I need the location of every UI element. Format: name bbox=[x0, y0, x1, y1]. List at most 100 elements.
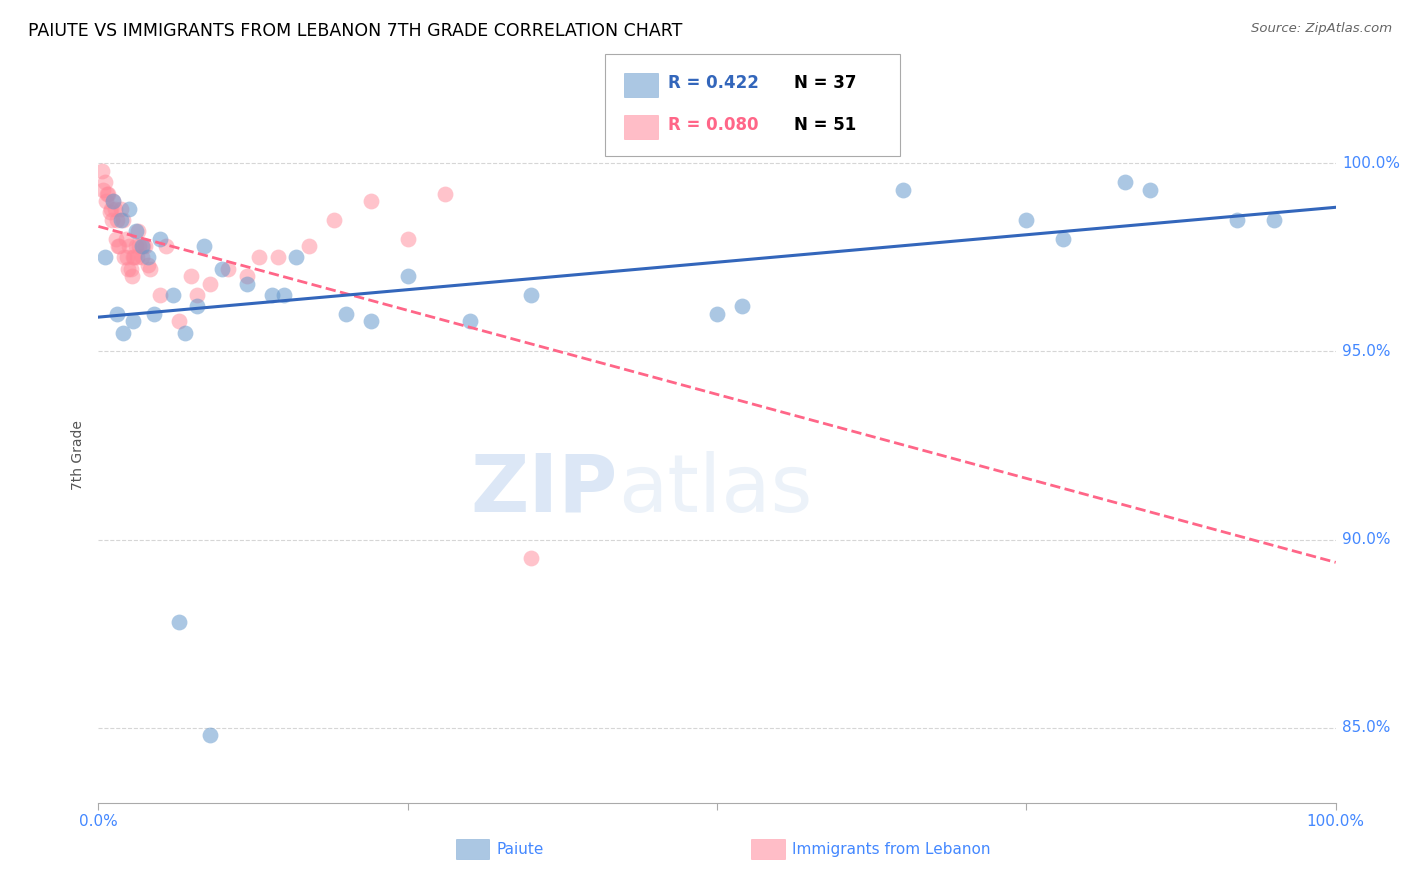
Point bbox=[1114, 175, 1136, 189]
Point bbox=[105, 212, 128, 227]
Point bbox=[94, 194, 117, 208]
Point bbox=[186, 288, 208, 302]
Point bbox=[118, 239, 141, 253]
Point bbox=[396, 232, 419, 246]
Point bbox=[167, 314, 190, 328]
Point bbox=[731, 299, 754, 313]
Point bbox=[149, 232, 172, 246]
Point bbox=[433, 186, 456, 201]
Text: Source: ZipAtlas.com: Source: ZipAtlas.com bbox=[1251, 22, 1392, 36]
Point bbox=[1139, 183, 1161, 197]
Text: R = 0.422: R = 0.422 bbox=[668, 74, 759, 92]
Point bbox=[100, 202, 122, 216]
Point bbox=[396, 269, 419, 284]
Point bbox=[101, 212, 124, 227]
Point bbox=[93, 175, 115, 189]
Text: 90.0%: 90.0% bbox=[1341, 532, 1391, 547]
Point bbox=[93, 183, 115, 197]
Point bbox=[186, 299, 208, 313]
Point bbox=[520, 288, 543, 302]
Point bbox=[247, 251, 270, 265]
Point bbox=[360, 314, 382, 328]
Text: Immigrants from Lebanon: Immigrants from Lebanon bbox=[792, 842, 990, 856]
Text: N = 51: N = 51 bbox=[794, 116, 856, 134]
Point bbox=[143, 307, 166, 321]
Point bbox=[322, 212, 344, 227]
Point bbox=[98, 205, 121, 219]
Point bbox=[520, 551, 543, 566]
Point bbox=[174, 326, 197, 340]
Point bbox=[217, 261, 239, 276]
Point bbox=[115, 251, 138, 265]
Text: 100.0%: 100.0% bbox=[1341, 156, 1400, 171]
Point bbox=[132, 239, 155, 253]
Point bbox=[122, 251, 145, 265]
Point bbox=[105, 307, 128, 321]
Point bbox=[193, 239, 215, 253]
Text: Paiute: Paiute bbox=[496, 842, 544, 856]
Point bbox=[162, 288, 184, 302]
Point bbox=[127, 224, 149, 238]
Point bbox=[335, 307, 357, 321]
Point bbox=[110, 212, 132, 227]
Point bbox=[97, 186, 120, 201]
Point bbox=[211, 261, 233, 276]
Point bbox=[131, 251, 153, 265]
Point bbox=[136, 251, 159, 265]
Point bbox=[236, 269, 259, 284]
Point bbox=[120, 261, 142, 276]
Point bbox=[1052, 232, 1074, 246]
Point bbox=[131, 239, 153, 253]
Point bbox=[298, 239, 321, 253]
Point bbox=[273, 288, 295, 302]
Point bbox=[104, 232, 127, 246]
Point bbox=[108, 239, 131, 253]
Point bbox=[124, 251, 146, 265]
Text: 85.0%: 85.0% bbox=[1341, 720, 1391, 735]
Text: 100.0%: 100.0% bbox=[1306, 814, 1365, 829]
Point bbox=[167, 615, 190, 630]
Point bbox=[103, 202, 125, 216]
Point bbox=[121, 269, 143, 284]
Point bbox=[198, 277, 221, 291]
Point bbox=[128, 239, 150, 253]
Point bbox=[114, 232, 136, 246]
Text: N = 37: N = 37 bbox=[794, 74, 856, 92]
Y-axis label: 7th Grade: 7th Grade bbox=[72, 420, 86, 490]
Point bbox=[1263, 212, 1285, 227]
Point bbox=[103, 194, 125, 208]
Text: atlas: atlas bbox=[619, 450, 813, 529]
Point bbox=[198, 728, 221, 742]
Point bbox=[112, 251, 135, 265]
Point bbox=[124, 224, 146, 238]
Point bbox=[124, 239, 146, 253]
Point bbox=[236, 277, 259, 291]
Point bbox=[91, 164, 114, 178]
Point bbox=[149, 288, 172, 302]
Point bbox=[96, 186, 118, 201]
Point bbox=[110, 202, 132, 216]
Point bbox=[107, 239, 129, 253]
Point bbox=[267, 251, 290, 265]
Point bbox=[285, 251, 308, 265]
Text: PAIUTE VS IMMIGRANTS FROM LEBANON 7TH GRADE CORRELATION CHART: PAIUTE VS IMMIGRANTS FROM LEBANON 7TH GR… bbox=[28, 22, 682, 40]
Text: 0.0%: 0.0% bbox=[79, 814, 118, 829]
Point bbox=[155, 239, 177, 253]
Point bbox=[125, 251, 148, 265]
Point bbox=[122, 314, 145, 328]
Point bbox=[891, 183, 914, 197]
Point bbox=[136, 258, 159, 272]
Point bbox=[117, 261, 139, 276]
Point bbox=[139, 261, 162, 276]
Point bbox=[1015, 212, 1038, 227]
Text: 95.0%: 95.0% bbox=[1341, 344, 1391, 359]
Point bbox=[134, 239, 156, 253]
Point bbox=[118, 202, 141, 216]
Point bbox=[93, 251, 115, 265]
Point bbox=[458, 314, 481, 328]
Point bbox=[360, 194, 382, 208]
Text: R = 0.080: R = 0.080 bbox=[668, 116, 758, 134]
Point bbox=[1226, 212, 1249, 227]
Text: ZIP: ZIP bbox=[471, 450, 619, 529]
Point bbox=[706, 307, 728, 321]
